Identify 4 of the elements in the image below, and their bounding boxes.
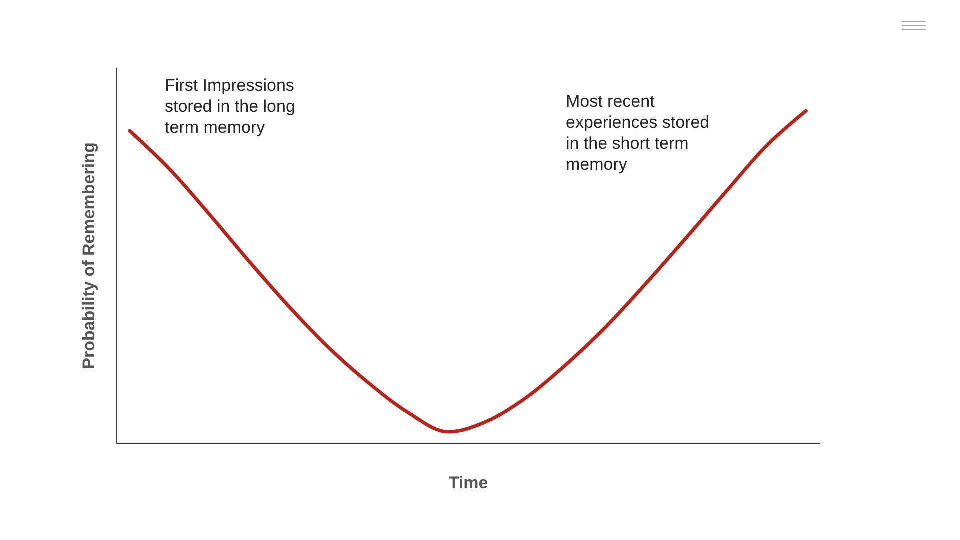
annotation: Most recent experiences stored in the short term memory: [566, 92, 710, 174]
x-axis-title: Time: [448, 474, 488, 492]
annotation: First Impressions stored in the long term memory: [165, 76, 296, 137]
y-axis-title: Probability of Remembering: [80, 142, 98, 370]
